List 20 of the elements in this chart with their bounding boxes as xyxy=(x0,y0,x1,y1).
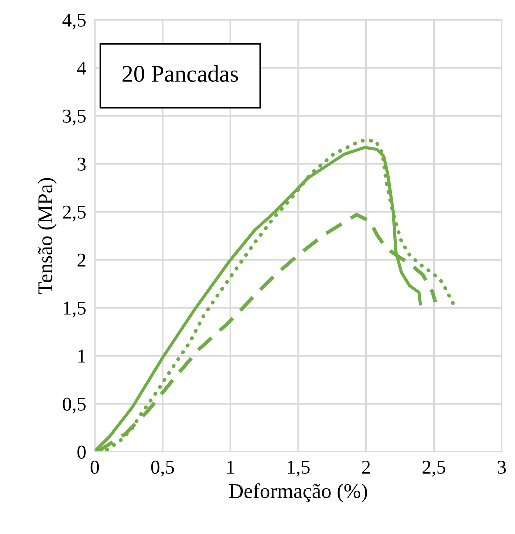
x-tick-label: 2 xyxy=(362,460,370,474)
y-tick-label: 0 xyxy=(78,446,86,459)
x-tick-label: 1 xyxy=(228,460,234,474)
x-tick-label: 1,5 xyxy=(288,460,310,477)
y-tick-label: 4,5 xyxy=(62,14,86,30)
y-tick-label: 3 xyxy=(78,158,86,171)
x-axis-title: Deformação (%) xyxy=(229,484,368,503)
y-tick-label: 2 xyxy=(78,254,86,267)
y-tick-label: 2,5 xyxy=(63,206,86,222)
x-tick-label: 3 xyxy=(498,460,506,474)
y-tick-label: 3,5 xyxy=(63,110,86,126)
x-tick-label: 0,5 xyxy=(151,460,174,477)
y-tick-label: 0,5 xyxy=(63,398,86,414)
y-tick-label: 4 xyxy=(77,62,86,75)
y-tick-label: 1,5 xyxy=(64,302,86,318)
x-tick-label: 0 xyxy=(90,460,100,474)
annotation: 20 Pancadas xyxy=(122,65,238,82)
y-axis-title: Tensão (MPa) xyxy=(38,178,57,294)
x-tick-label: 2,5 xyxy=(422,460,446,477)
y-tick-label: 1 xyxy=(78,350,86,363)
